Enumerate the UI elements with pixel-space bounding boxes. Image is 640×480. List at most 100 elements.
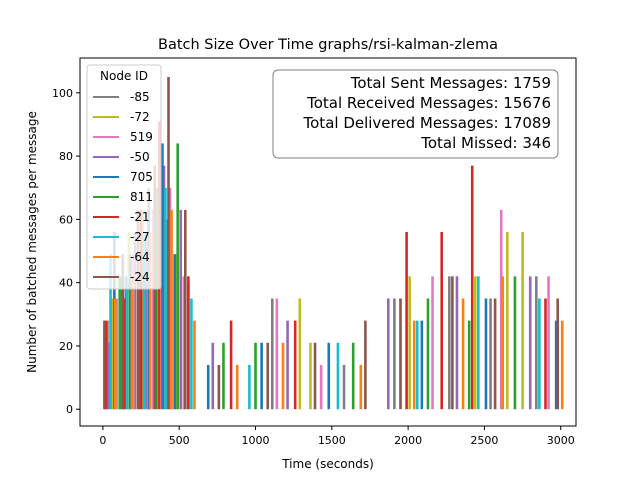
y-axis: 0 20 40 60 80 100 bbox=[52, 87, 80, 416]
bar--64-10 bbox=[501, 276, 505, 410]
y-axis-label: Number of batched messages per message bbox=[25, 111, 39, 373]
bar--85-0 bbox=[106, 320, 109, 410]
bar--50-8 bbox=[455, 276, 459, 410]
bar--24-2 bbox=[136, 209, 140, 410]
bar--64-7 bbox=[359, 364, 363, 410]
bar--85-2 bbox=[133, 232, 137, 410]
bar--21-0 bbox=[104, 320, 108, 410]
y-tick-label-2: 40 bbox=[59, 277, 73, 290]
bar-519-6 bbox=[319, 364, 323, 410]
bar-519-5 bbox=[275, 298, 279, 410]
bar-519-9 bbox=[547, 276, 550, 410]
chart-title: Batch Size Over Time graphs/rsi-kalman-z… bbox=[158, 37, 498, 53]
bar--24-10 bbox=[399, 298, 402, 410]
bar--85-10 bbox=[489, 298, 492, 410]
bar--50-0 bbox=[107, 342, 111, 410]
bar-811-7 bbox=[426, 298, 430, 410]
bar-705-7 bbox=[327, 342, 331, 410]
legend-label--24: -24 bbox=[130, 270, 150, 284]
y-tick-label-5: 100 bbox=[52, 87, 73, 100]
bar--85-1 bbox=[119, 276, 123, 410]
annotation-line-1: Total Received Messages: 15676 bbox=[306, 94, 551, 112]
bar--64-4 bbox=[193, 320, 196, 410]
legend-label-811: 811 bbox=[130, 190, 153, 204]
bar--64-1 bbox=[130, 276, 134, 410]
bar--24-13 bbox=[556, 298, 559, 410]
bar--50-5 bbox=[211, 342, 215, 410]
bar--21-2 bbox=[139, 209, 143, 410]
bar-519-8 bbox=[499, 209, 503, 410]
legend-title: Node ID bbox=[100, 69, 148, 83]
bar--24-5 bbox=[184, 209, 187, 410]
legend-label--50: -50 bbox=[130, 150, 150, 164]
bar-705-4 bbox=[173, 254, 176, 410]
bar--21-10 bbox=[544, 298, 547, 410]
bar--27-0 bbox=[109, 254, 112, 410]
legend-label--27: -27 bbox=[130, 230, 150, 244]
bar-705-2 bbox=[147, 209, 150, 410]
legend-label--72: -72 bbox=[130, 110, 150, 124]
bar--24-12 bbox=[493, 298, 497, 410]
bar-705-1 bbox=[129, 254, 132, 410]
bar--27-5 bbox=[248, 364, 251, 410]
bar--64-3 bbox=[170, 209, 173, 410]
bar--85-4 bbox=[165, 219, 169, 410]
bar--72-5 bbox=[298, 298, 302, 410]
bar-705-6 bbox=[260, 342, 263, 410]
bar--64-11 bbox=[560, 320, 564, 410]
legend-label-705: 705 bbox=[130, 170, 153, 184]
bar--72-2 bbox=[141, 209, 144, 410]
bar-519-0 bbox=[115, 298, 118, 410]
bar--27-8 bbox=[477, 276, 480, 410]
bar-705-5 bbox=[206, 364, 210, 410]
bar--24-1 bbox=[121, 254, 125, 410]
bar--50-9 bbox=[528, 276, 532, 410]
x-tick-label-0: 0 bbox=[99, 434, 106, 447]
x-tick-label-1: 500 bbox=[169, 434, 190, 447]
bar--24-4 bbox=[167, 76, 170, 410]
bar-811-2 bbox=[155, 187, 158, 410]
bar--50-6 bbox=[286, 320, 289, 410]
bar-811-1 bbox=[138, 276, 141, 410]
bar--72-9 bbox=[506, 232, 509, 410]
bar--27-1 bbox=[126, 276, 129, 410]
bar--64-5 bbox=[235, 364, 239, 410]
bar--72-8 bbox=[473, 276, 477, 410]
bar--21-8 bbox=[440, 232, 443, 410]
legend-label--64: -64 bbox=[130, 250, 150, 264]
bar--72-1 bbox=[127, 232, 131, 410]
bar--72-4 bbox=[174, 254, 178, 410]
bar-811-3 bbox=[176, 143, 179, 410]
plot-area bbox=[103, 76, 564, 410]
bar--21-7 bbox=[405, 232, 408, 410]
bar-811-0 bbox=[118, 276, 121, 410]
bar--24-8 bbox=[313, 342, 317, 410]
bar--64-2 bbox=[148, 232, 152, 410]
annotation-line-3: Total Missed: 346 bbox=[420, 134, 551, 152]
bar--50-1 bbox=[124, 276, 128, 410]
legend-label-519: 519 bbox=[130, 130, 153, 144]
y-tick-label-4: 80 bbox=[59, 150, 73, 163]
bar--27-7 bbox=[415, 320, 419, 410]
bar--64-9 bbox=[461, 298, 465, 410]
legend-label--21: -21 bbox=[130, 210, 150, 224]
bar-811-6 bbox=[351, 342, 355, 410]
legend: Node ID -85 -72 519 -50 705 811 -21 -27 -64 -24 bbox=[86, 64, 162, 290]
y-tick-label-0: 0 bbox=[66, 403, 73, 416]
bar--24-6 bbox=[217, 364, 221, 410]
bar--64-6 bbox=[281, 342, 285, 410]
bar-811-4 bbox=[222, 342, 225, 410]
y-tick-label-1: 20 bbox=[59, 340, 73, 353]
bar--24-11 bbox=[451, 276, 454, 410]
bar-519-7 bbox=[431, 276, 434, 410]
bar--64-8 bbox=[412, 320, 416, 410]
bar-811-5 bbox=[254, 342, 257, 410]
bar--72-10 bbox=[521, 232, 524, 410]
bar--50-7 bbox=[386, 298, 390, 410]
legend-box bbox=[86, 64, 162, 290]
bar-519-3 bbox=[168, 187, 172, 410]
bar--72-3 bbox=[156, 187, 160, 410]
bar-519-4 bbox=[182, 276, 186, 410]
bar--50-3 bbox=[162, 165, 166, 410]
bar-519-2 bbox=[151, 209, 155, 410]
